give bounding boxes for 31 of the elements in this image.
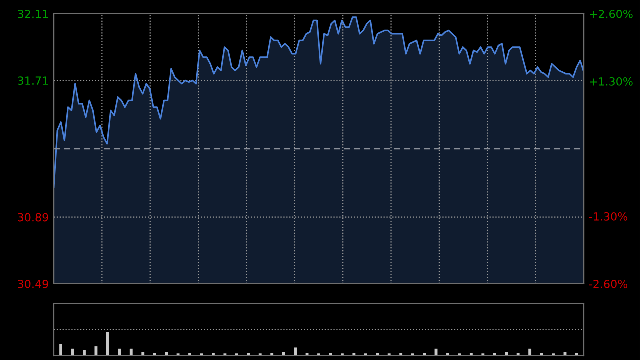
- bar: [376, 353, 380, 356]
- bar: [94, 346, 98, 356]
- bar: [400, 353, 403, 356]
- bar: [540, 353, 544, 356]
- y2-tick-label: -2.60%: [589, 280, 628, 288]
- y2-tick-label: -1.30%: [589, 212, 628, 221]
- bar: [118, 348, 122, 356]
- y-tick-label: 32.11: [18, 10, 48, 18]
- bar: [130, 348, 133, 356]
- y-tick-label: 31.71: [18, 76, 48, 86]
- bar: [516, 353, 520, 356]
- bar: [106, 332, 110, 356]
- bar: [188, 353, 192, 356]
- y-tick-label: 30.89: [18, 213, 48, 222]
- bar: [153, 353, 156, 356]
- bar: [446, 353, 450, 356]
- bar: [60, 344, 62, 356]
- bar: [470, 353, 473, 356]
- bar: [423, 353, 426, 356]
- bar: [528, 348, 532, 356]
- y-tick-label: 30.49: [18, 280, 48, 288]
- bar: [493, 353, 496, 356]
- bar: [576, 353, 578, 356]
- bar: [247, 353, 250, 356]
- y2-tick-label: +1.30%: [590, 77, 633, 86]
- bar: [270, 353, 274, 356]
- bar: [294, 348, 298, 356]
- bar: [83, 350, 86, 356]
- bar: [212, 353, 215, 356]
- bar: [352, 353, 356, 356]
- y2-tick-label: +2.60%: [590, 10, 633, 18]
